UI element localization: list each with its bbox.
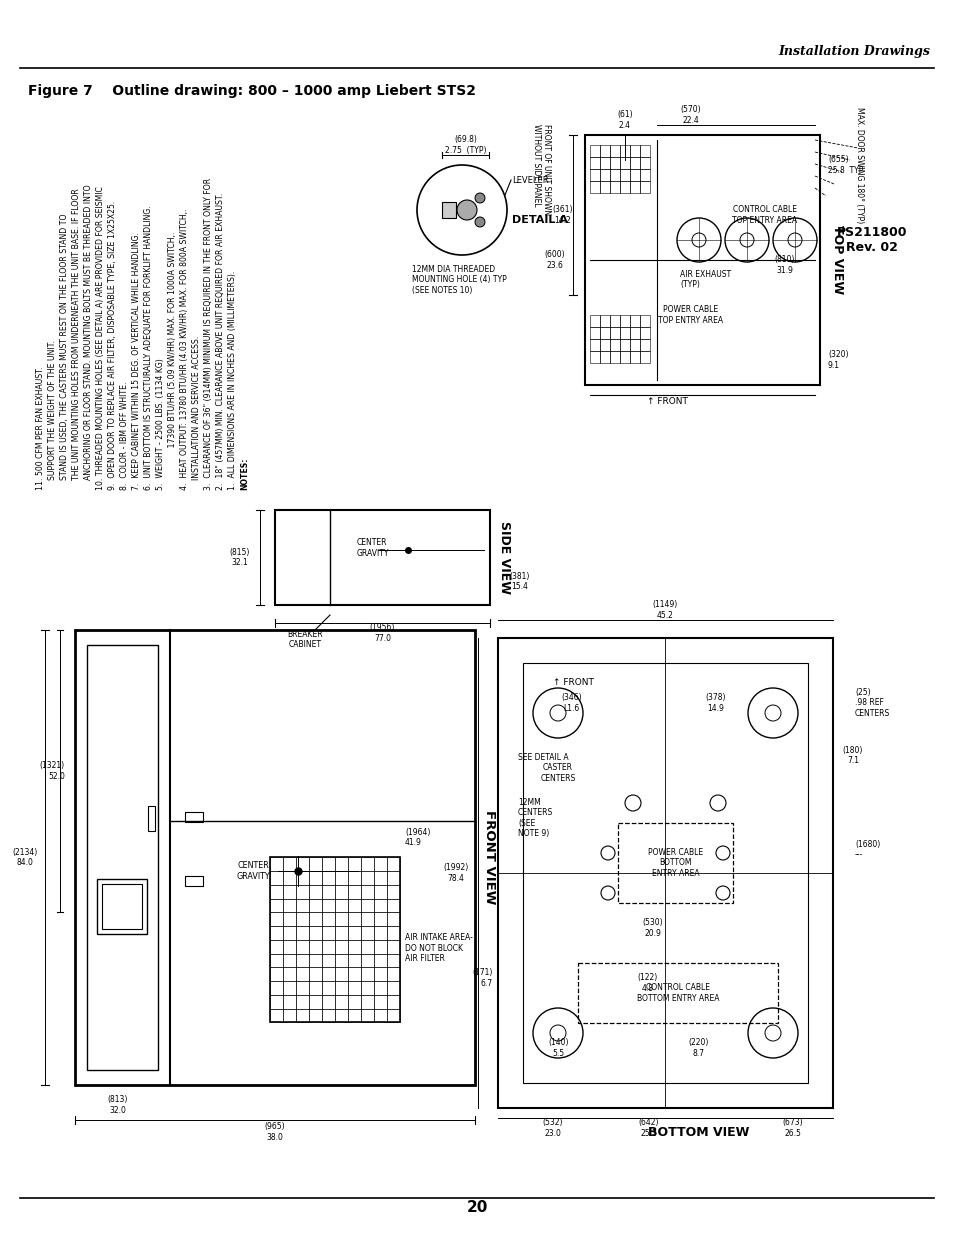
- Bar: [639, 351, 649, 363]
- Text: SEE DETAIL A: SEE DETAIL A: [517, 753, 568, 762]
- Bar: [322, 995, 335, 1009]
- Text: CENTER
GRAVITY: CENTER GRAVITY: [356, 538, 389, 557]
- Bar: [348, 926, 360, 940]
- Bar: [309, 885, 322, 899]
- Bar: [335, 913, 348, 926]
- Bar: [270, 885, 283, 899]
- Circle shape: [475, 193, 484, 203]
- Bar: [599, 169, 609, 182]
- Bar: [309, 871, 322, 885]
- Bar: [609, 182, 619, 193]
- Bar: [374, 1009, 387, 1023]
- Bar: [374, 926, 387, 940]
- Bar: [283, 885, 295, 899]
- Bar: [309, 953, 322, 967]
- Text: MAX. DOOR SWING 180° (TYP): MAX. DOOR SWING 180° (TYP): [854, 107, 863, 224]
- Bar: [619, 169, 629, 182]
- Text: SIDE VIEW: SIDE VIEW: [498, 521, 511, 594]
- Bar: [619, 315, 629, 327]
- Bar: [274, 510, 490, 605]
- Text: TOP VIEW: TOP VIEW: [831, 226, 843, 295]
- Bar: [283, 940, 295, 953]
- Text: (1956)
77.0: (1956) 77.0: [370, 624, 395, 642]
- Bar: [322, 899, 335, 913]
- Bar: [609, 144, 619, 157]
- Bar: [609, 157, 619, 169]
- Bar: [374, 982, 387, 995]
- Bar: [578, 963, 778, 1023]
- Bar: [322, 871, 335, 885]
- Bar: [335, 926, 348, 940]
- Text: 3.  CLEARANCE OF 36" (914MM) MINIMUM IS REQUIRED IN THE FRONT ONLY FOR: 3. CLEARANCE OF 36" (914MM) MINIMUM IS R…: [204, 178, 213, 490]
- Text: POWER CABLE
TOP ENTRY AREA: POWER CABLE TOP ENTRY AREA: [658, 305, 722, 325]
- Bar: [322, 857, 335, 871]
- Text: 5.  WEIGHT - 2500 LBS. (1134 KG): 5. WEIGHT - 2500 LBS. (1134 KG): [156, 358, 165, 490]
- Bar: [360, 982, 374, 995]
- Text: (1964)
41.9: (1964) 41.9: [405, 829, 430, 847]
- Bar: [309, 913, 322, 926]
- Text: LEVELER: LEVELER: [512, 175, 548, 184]
- Bar: [619, 351, 629, 363]
- Bar: [87, 645, 158, 1070]
- Bar: [185, 811, 203, 823]
- Bar: [387, 953, 399, 967]
- Bar: [270, 899, 283, 913]
- Bar: [335, 967, 348, 982]
- Text: 7.  KEEP CABINET WITHIN 15 DEG. OF VERTICAL WHILE HANDLING.: 7. KEEP CABINET WITHIN 15 DEG. OF VERTIC…: [132, 232, 141, 490]
- Bar: [309, 940, 322, 953]
- Bar: [639, 169, 649, 182]
- Bar: [387, 967, 399, 982]
- Bar: [270, 913, 283, 926]
- Bar: [360, 899, 374, 913]
- Bar: [599, 338, 609, 351]
- Bar: [295, 995, 309, 1009]
- Bar: [270, 967, 283, 982]
- Bar: [374, 953, 387, 967]
- Bar: [295, 1009, 309, 1023]
- Text: 20: 20: [466, 1200, 487, 1215]
- Bar: [348, 913, 360, 926]
- Bar: [295, 913, 309, 926]
- Bar: [629, 144, 639, 157]
- Bar: [441, 203, 456, 219]
- Bar: [360, 857, 374, 871]
- Bar: [387, 899, 399, 913]
- Bar: [609, 351, 619, 363]
- Text: (642)
25.3: (642) 25.3: [638, 1119, 659, 1137]
- Bar: [639, 157, 649, 169]
- Text: Installation Drawings: Installation Drawings: [778, 44, 929, 58]
- Bar: [609, 169, 619, 182]
- Bar: [283, 967, 295, 982]
- Bar: [629, 327, 639, 338]
- Text: 12MM DIA THREADED
MOUNTING HOLE (4) TYP
(SEE NOTES 10): 12MM DIA THREADED MOUNTING HOLE (4) TYP …: [412, 266, 506, 295]
- Bar: [283, 913, 295, 926]
- Bar: [270, 995, 283, 1009]
- Bar: [283, 982, 295, 995]
- Bar: [629, 315, 639, 327]
- Bar: [335, 899, 348, 913]
- Text: (320)
9.1: (320) 9.1: [827, 351, 847, 369]
- Bar: [387, 926, 399, 940]
- Text: (810)
31.9: (810) 31.9: [774, 256, 795, 274]
- Text: CENTER
GRAVITY: CENTER GRAVITY: [236, 862, 270, 881]
- Bar: [283, 899, 295, 913]
- Bar: [599, 144, 609, 157]
- Text: 8.  COLOR - IBM OFF WHITE.: 8. COLOR - IBM OFF WHITE.: [120, 382, 129, 490]
- Bar: [599, 315, 609, 327]
- Bar: [374, 857, 387, 871]
- Bar: [629, 338, 639, 351]
- Bar: [348, 899, 360, 913]
- Text: (1149)
45.2: (1149) 45.2: [652, 600, 678, 620]
- Bar: [609, 315, 619, 327]
- Text: (815)
32.1: (815) 32.1: [230, 548, 250, 567]
- Text: 17390 BTU/HR (5.09 KW/HR) MAX. FOR 1000A SWITCH,.: 17390 BTU/HR (5.09 KW/HR) MAX. FOR 1000A…: [168, 232, 177, 490]
- Text: 9.  OPEN DOOR TO REPLACE AIR FILTER, DISPOSABLE TYPE, SIZE 1X25X25.: 9. OPEN DOOR TO REPLACE AIR FILTER, DISP…: [108, 200, 117, 490]
- Text: (381)
15.4: (381) 15.4: [509, 572, 530, 592]
- Bar: [619, 157, 629, 169]
- Bar: [283, 857, 295, 871]
- Text: FRONT VIEW: FRONT VIEW: [483, 810, 496, 905]
- Bar: [283, 953, 295, 967]
- Bar: [295, 953, 309, 967]
- Text: (570)
22.4: (570) 22.4: [679, 105, 700, 125]
- Text: 1.  ALL DIMENSIONS ARE IN INCHES AND (MILLIMETERS).: 1. ALL DIMENSIONS ARE IN INCHES AND (MIL…: [228, 270, 236, 490]
